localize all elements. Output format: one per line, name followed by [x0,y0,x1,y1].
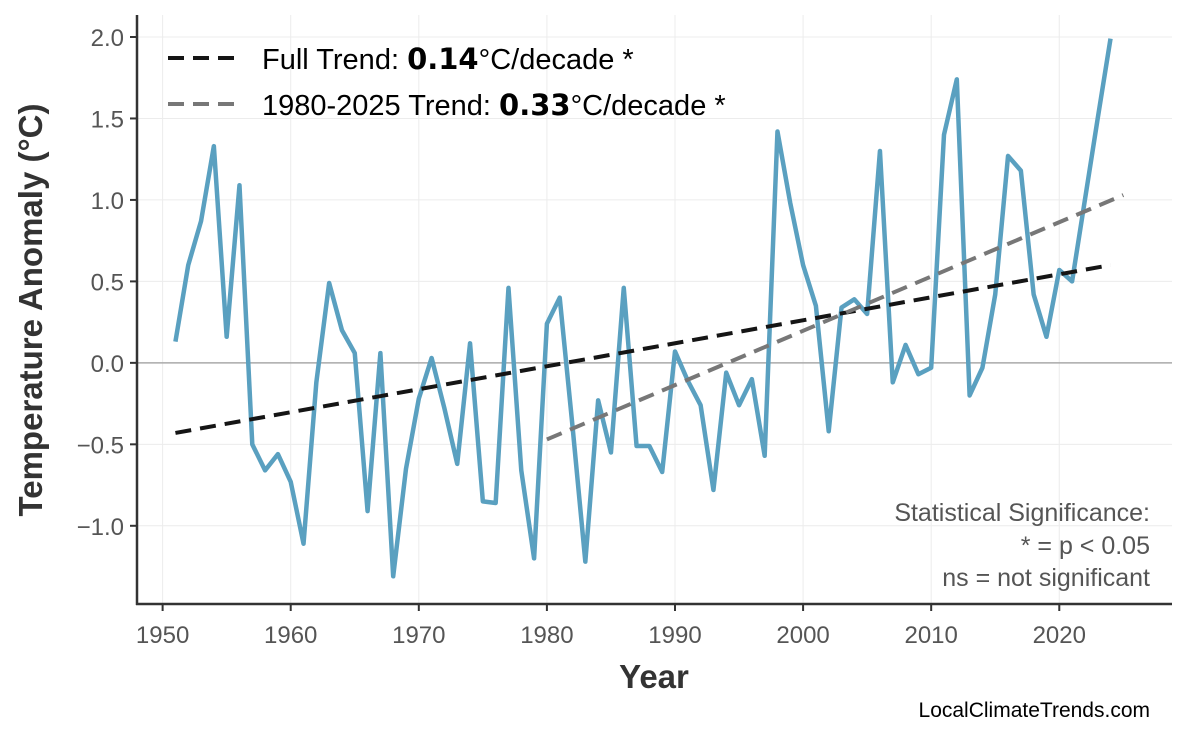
x-tick-label: 2020 [1033,622,1086,649]
legend-prefix: Full Trend: [262,44,407,76]
x-tick-label: 2000 [776,622,829,649]
significance-annotation: Statistical Significance: * = p < 0.05 n… [894,499,1150,592]
x-axis-label: Year [619,658,689,695]
y-tick-label: 2.0 [91,25,124,52]
y-tick-label: −1.0 [77,514,124,541]
legend-suffix: °C/decade * [571,90,726,122]
annotation-line: * = p < 0.05 [1021,532,1150,560]
y-tick-label: 1.0 [91,188,124,215]
annotation-line: ns = not significant [942,564,1150,592]
x-tick-label: 1950 [136,622,189,649]
y-axis-label: Temperature Anomaly (°C) [12,104,49,517]
recent-trend-line [546,193,1125,442]
annotation-line: Statistical Significance: [894,499,1150,527]
x-tick-label: 1970 [392,622,445,649]
full-trend-line [175,263,1111,435]
axes [135,15,1172,606]
y-ticks: −1.0 −0.5 0.0 0.5 1.0 1.5 2.0 [77,25,137,541]
legend-label-full-trend: Full Trend: 0.14°C/decade * [262,42,634,76]
x-tick-label: 1980 [520,622,573,649]
legend-rate: 0.33 [499,88,571,122]
y-tick-label: 1.5 [91,106,124,133]
x-tick-label: 1960 [264,622,317,649]
y-tick-label: 0.0 [91,351,124,378]
credit-text: LocalClimateTrends.com [919,699,1150,722]
legend-suffix: °C/decade * [479,44,634,76]
x-tick-label: 2010 [904,622,957,649]
legend-rate: 0.14 [407,42,479,76]
y-tick-label: −0.5 [77,432,124,459]
legend-label-recent-trend: 1980-2025 Trend: 0.33°C/decade * [262,88,726,122]
series-line [173,38,1113,579]
x-tick-label: 1990 [648,622,701,649]
y-tick-label: 0.5 [91,269,124,296]
x-ticks: 1950 1960 1970 1980 1990 2000 2010 2020 [136,604,1086,649]
legend-prefix: 1980-2025 Trend: [262,90,499,122]
legend: Full Trend: 0.14°C/decade * 1980-2025 Tr… [168,42,726,122]
